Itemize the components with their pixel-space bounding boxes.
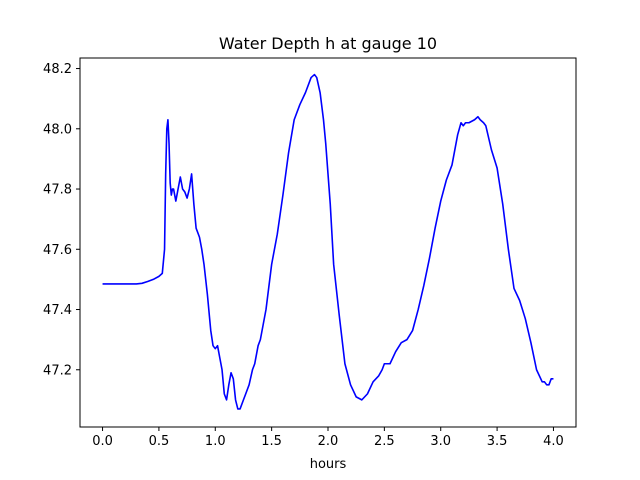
x-tick-label: 3.5 — [487, 434, 508, 449]
series-line-0 — [102, 73, 554, 410]
x-tick-label: 1.0 — [205, 434, 226, 449]
y-tick-label: 47.2 — [43, 363, 72, 378]
x-tick-label: 1.5 — [261, 434, 282, 449]
ticks: 0.0 0.5 1.0 1.5 2.0 2.5 3.0 3.5 4.0 47.2 47.4 47.6 4… — [43, 62, 564, 449]
x-tick-label: 2.5 — [374, 434, 395, 449]
x-tick-label: 4.0 — [543, 434, 564, 449]
chart-title: Water Depth h at gauge 10 — [219, 34, 437, 53]
y-tick-label: 47.8 — [43, 183, 72, 198]
x-tick-label: 3.0 — [430, 434, 451, 449]
x-axis-label: hours — [310, 457, 347, 472]
y-tick-label: 48.2 — [43, 62, 72, 77]
y-tick-label: 47.6 — [43, 243, 72, 258]
y-tick-label: 48.0 — [43, 122, 72, 137]
x-tick-label: 0.0 — [92, 434, 113, 449]
y-tick-label: 47.4 — [43, 303, 72, 318]
x-tick-label: 0.5 — [149, 434, 170, 449]
x-tick-label: 2.0 — [318, 434, 339, 449]
